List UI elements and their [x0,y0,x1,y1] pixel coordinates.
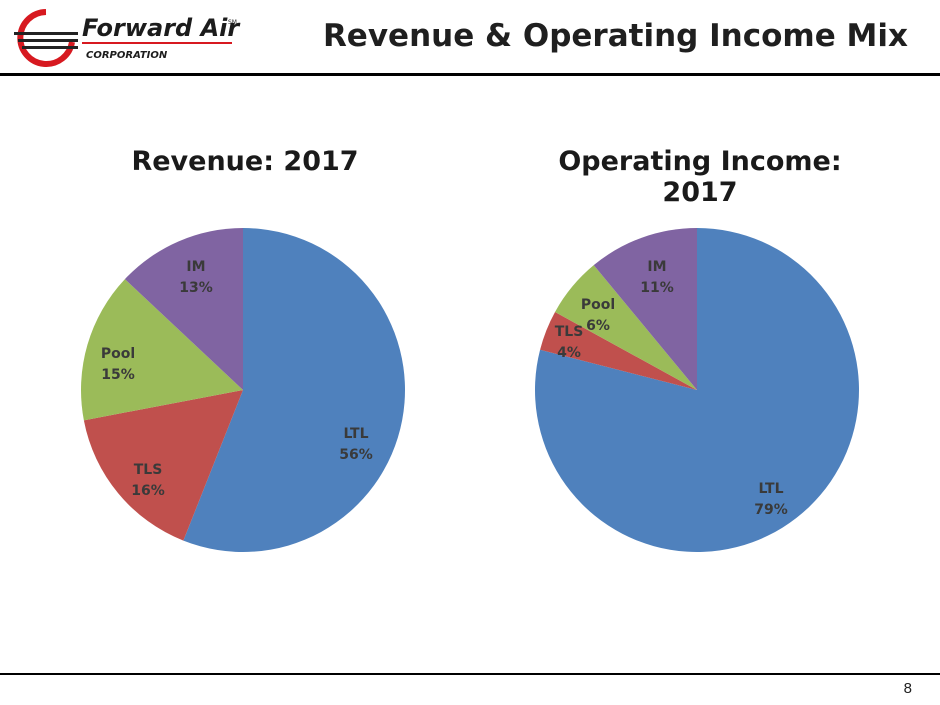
pie-1-slice-tls [540,311,697,390]
pie-1-label-tls: TLS [555,324,584,340]
pie-0-slice-pool [80,279,243,421]
pie-0-value-ltl: 56% [339,447,373,463]
footer-divider [0,673,940,675]
pie-1-value-tls: 4% [557,345,581,361]
header-divider [0,73,940,76]
pie-0-value-im: 13% [179,280,213,296]
pie-1-label-pool: Pool [581,297,615,313]
revenue-chart-title: Revenue: 2017 [131,146,359,177]
pie-0-label-tls: TLS [134,462,163,478]
pie-1-value-pool: 6% [586,318,610,334]
pie-0-value-tls: 16% [131,483,165,499]
page-title: Revenue & Operating Income Mix [322,18,908,54]
pie-0-slice-tls [83,390,243,541]
pie-0-label-ltl: LTL [343,426,368,442]
pie-0-slice-ltl [183,228,405,552]
pie-0-value-pool: 15% [101,367,135,383]
logo-wordmark: Forward Air [82,14,241,42]
logo-swoosh [17,9,75,67]
pie-0-label-im: IM [186,259,205,275]
page-number: 8 [903,680,912,697]
pie-1-label-ltl: LTL [758,481,783,497]
forward-air-logo: Forward Air SM CORPORATION [14,9,241,67]
logo-trademark: SM [228,19,237,26]
pie-0-label-pool: Pool [101,346,135,362]
slide-header: Forward Air SM CORPORATION Revenue & Ope… [0,0,940,74]
pie-1-label-im: IM [647,259,666,275]
pie-1-value-ltl: 79% [754,502,788,518]
pie-1-value-im: 11% [640,280,674,296]
pie-1-slice-im [593,228,697,390]
pie-0-slice-im [124,228,243,390]
logo-subtitle: CORPORATION [86,50,168,61]
operating-income-chart-title: Operating Income: 2017 [558,146,842,208]
pie-1-slice-pool [555,265,697,390]
